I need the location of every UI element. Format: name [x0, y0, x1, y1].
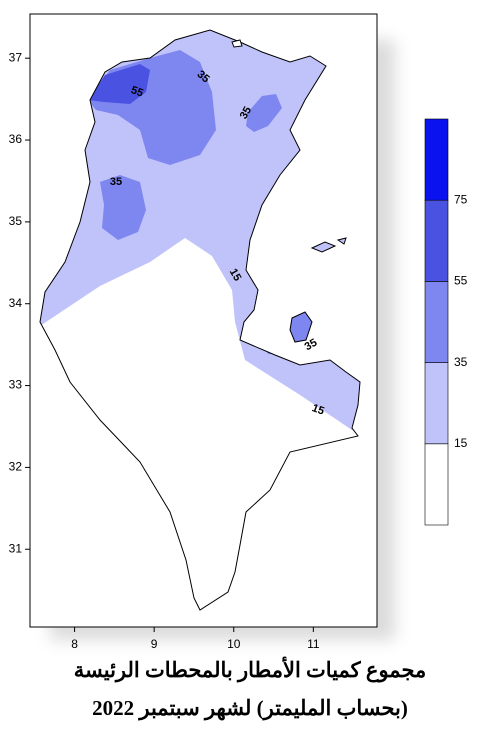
legend-swatch — [424, 199, 449, 282]
y-tick-label: 36 — [9, 132, 23, 146]
legend: 15 35 55 75 — [424, 118, 468, 526]
legend-label: 75 — [454, 192, 468, 206]
contour-label: 35 — [110, 176, 122, 188]
island — [289, 311, 313, 343]
rainfall-zone — [246, 94, 282, 132]
legend-swatch — [424, 281, 449, 363]
contour-label: 35 — [238, 105, 255, 122]
legend-label: 35 — [454, 355, 468, 369]
y-tick-label: 34 — [9, 296, 23, 310]
island — [231, 39, 243, 48]
title-line: (بحساب المليمتر) لشهر سبتمبر 2022 — [92, 696, 408, 721]
rainfall-zone — [100, 175, 146, 240]
contour-label: 55 — [129, 84, 145, 99]
legend-swatch — [424, 443, 449, 526]
legend-swatch — [424, 362, 449, 445]
country-outline — [39, 29, 361, 611]
contour-label: 35 — [303, 337, 320, 354]
y-tick-label: 35 — [9, 214, 23, 228]
title-line: مجموع كميات الأمطار بالمحطات الرئيسة — [74, 656, 427, 683]
legend-label: 55 — [454, 274, 468, 288]
legend-label: 15 — [454, 436, 468, 450]
y-tick-label: 32 — [9, 460, 23, 474]
y-tick-label: 33 — [9, 378, 23, 392]
contour-label: 15 — [227, 267, 244, 284]
y-tick-label: 37 — [9, 50, 23, 64]
x-tick-label: 10 — [227, 637, 241, 651]
x-tick-label: 9 — [151, 637, 158, 651]
x-tick-label: 11 — [307, 637, 320, 651]
legend-swatch — [424, 118, 449, 201]
island — [310, 237, 347, 253]
x-tick-label: 8 — [71, 637, 78, 651]
contour-label: 15 — [310, 402, 326, 417]
rainfall-zone — [88, 64, 150, 104]
y-tick-label: 31 — [9, 541, 23, 555]
